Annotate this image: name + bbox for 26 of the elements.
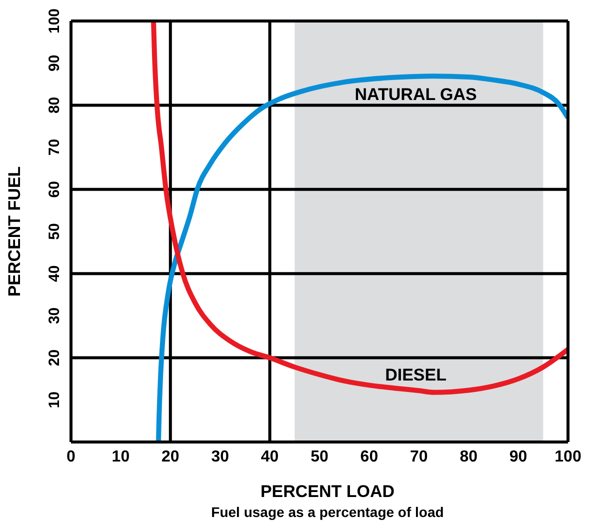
x-tick-label: 20 (162, 448, 180, 466)
x-tick-label: 70 (410, 448, 428, 466)
x-tick-label: 50 (310, 448, 328, 466)
x-tick-label: 40 (260, 448, 279, 466)
x-tick-label: 100 (554, 448, 582, 466)
y-tick-label: 90 (46, 54, 63, 72)
y-axis-title: PERCENT FUEL (5, 166, 24, 297)
y-tick-label: 100 (46, 8, 63, 34)
x-tick-label: 0 (66, 448, 76, 466)
x-tick-label: 60 (360, 448, 378, 466)
y-tick-label: 70 (46, 138, 63, 156)
y-tick-label: 20 (46, 349, 63, 366)
y-tick-label: 60 (46, 181, 63, 198)
series-label: NATURAL GAS (354, 85, 477, 104)
x-tick-label: 10 (112, 448, 130, 466)
y-tick-label: 30 (46, 307, 63, 324)
y-tick-label: 40 (46, 265, 63, 282)
x-tick-label: 80 (460, 448, 478, 466)
text: Fuel usage as a percentage of load (210, 504, 445, 520)
y-tick-label: 50 (46, 223, 63, 240)
x-tick-label: 90 (509, 448, 528, 466)
y-tick-label: 10 (46, 392, 63, 408)
y-tick-label: 80 (46, 96, 63, 114)
x-axis-title: PERCENT LOAD (259, 482, 396, 502)
series-label: DIESEL (385, 365, 447, 384)
x-tick-label: 30 (211, 448, 230, 466)
